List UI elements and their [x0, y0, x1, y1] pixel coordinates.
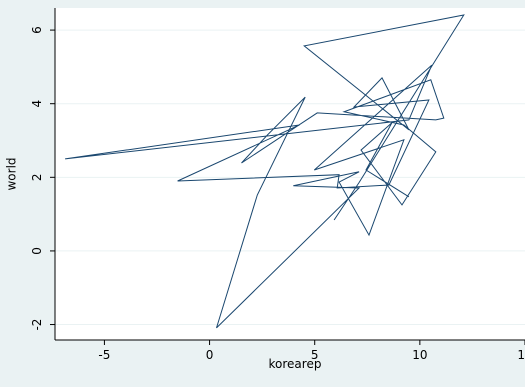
y-tick-label: 6	[30, 26, 44, 34]
y-tick-label: 0	[30, 247, 44, 255]
x-tick-label: 0	[206, 348, 214, 362]
x-axis-label: korearep	[269, 357, 322, 371]
y-tick-label: 4	[30, 100, 44, 108]
y-tick-label: -2	[30, 319, 44, 331]
plot-area	[55, 8, 525, 340]
y-axis-label: world	[5, 157, 19, 190]
x-tick-label: 15	[517, 348, 525, 362]
x-tick-label: 5	[311, 348, 319, 362]
y-tick-label: 2	[30, 173, 44, 181]
data-line	[65, 14, 465, 329]
x-tick-label: 10	[412, 348, 427, 362]
x-tick-label: -5	[98, 348, 110, 362]
